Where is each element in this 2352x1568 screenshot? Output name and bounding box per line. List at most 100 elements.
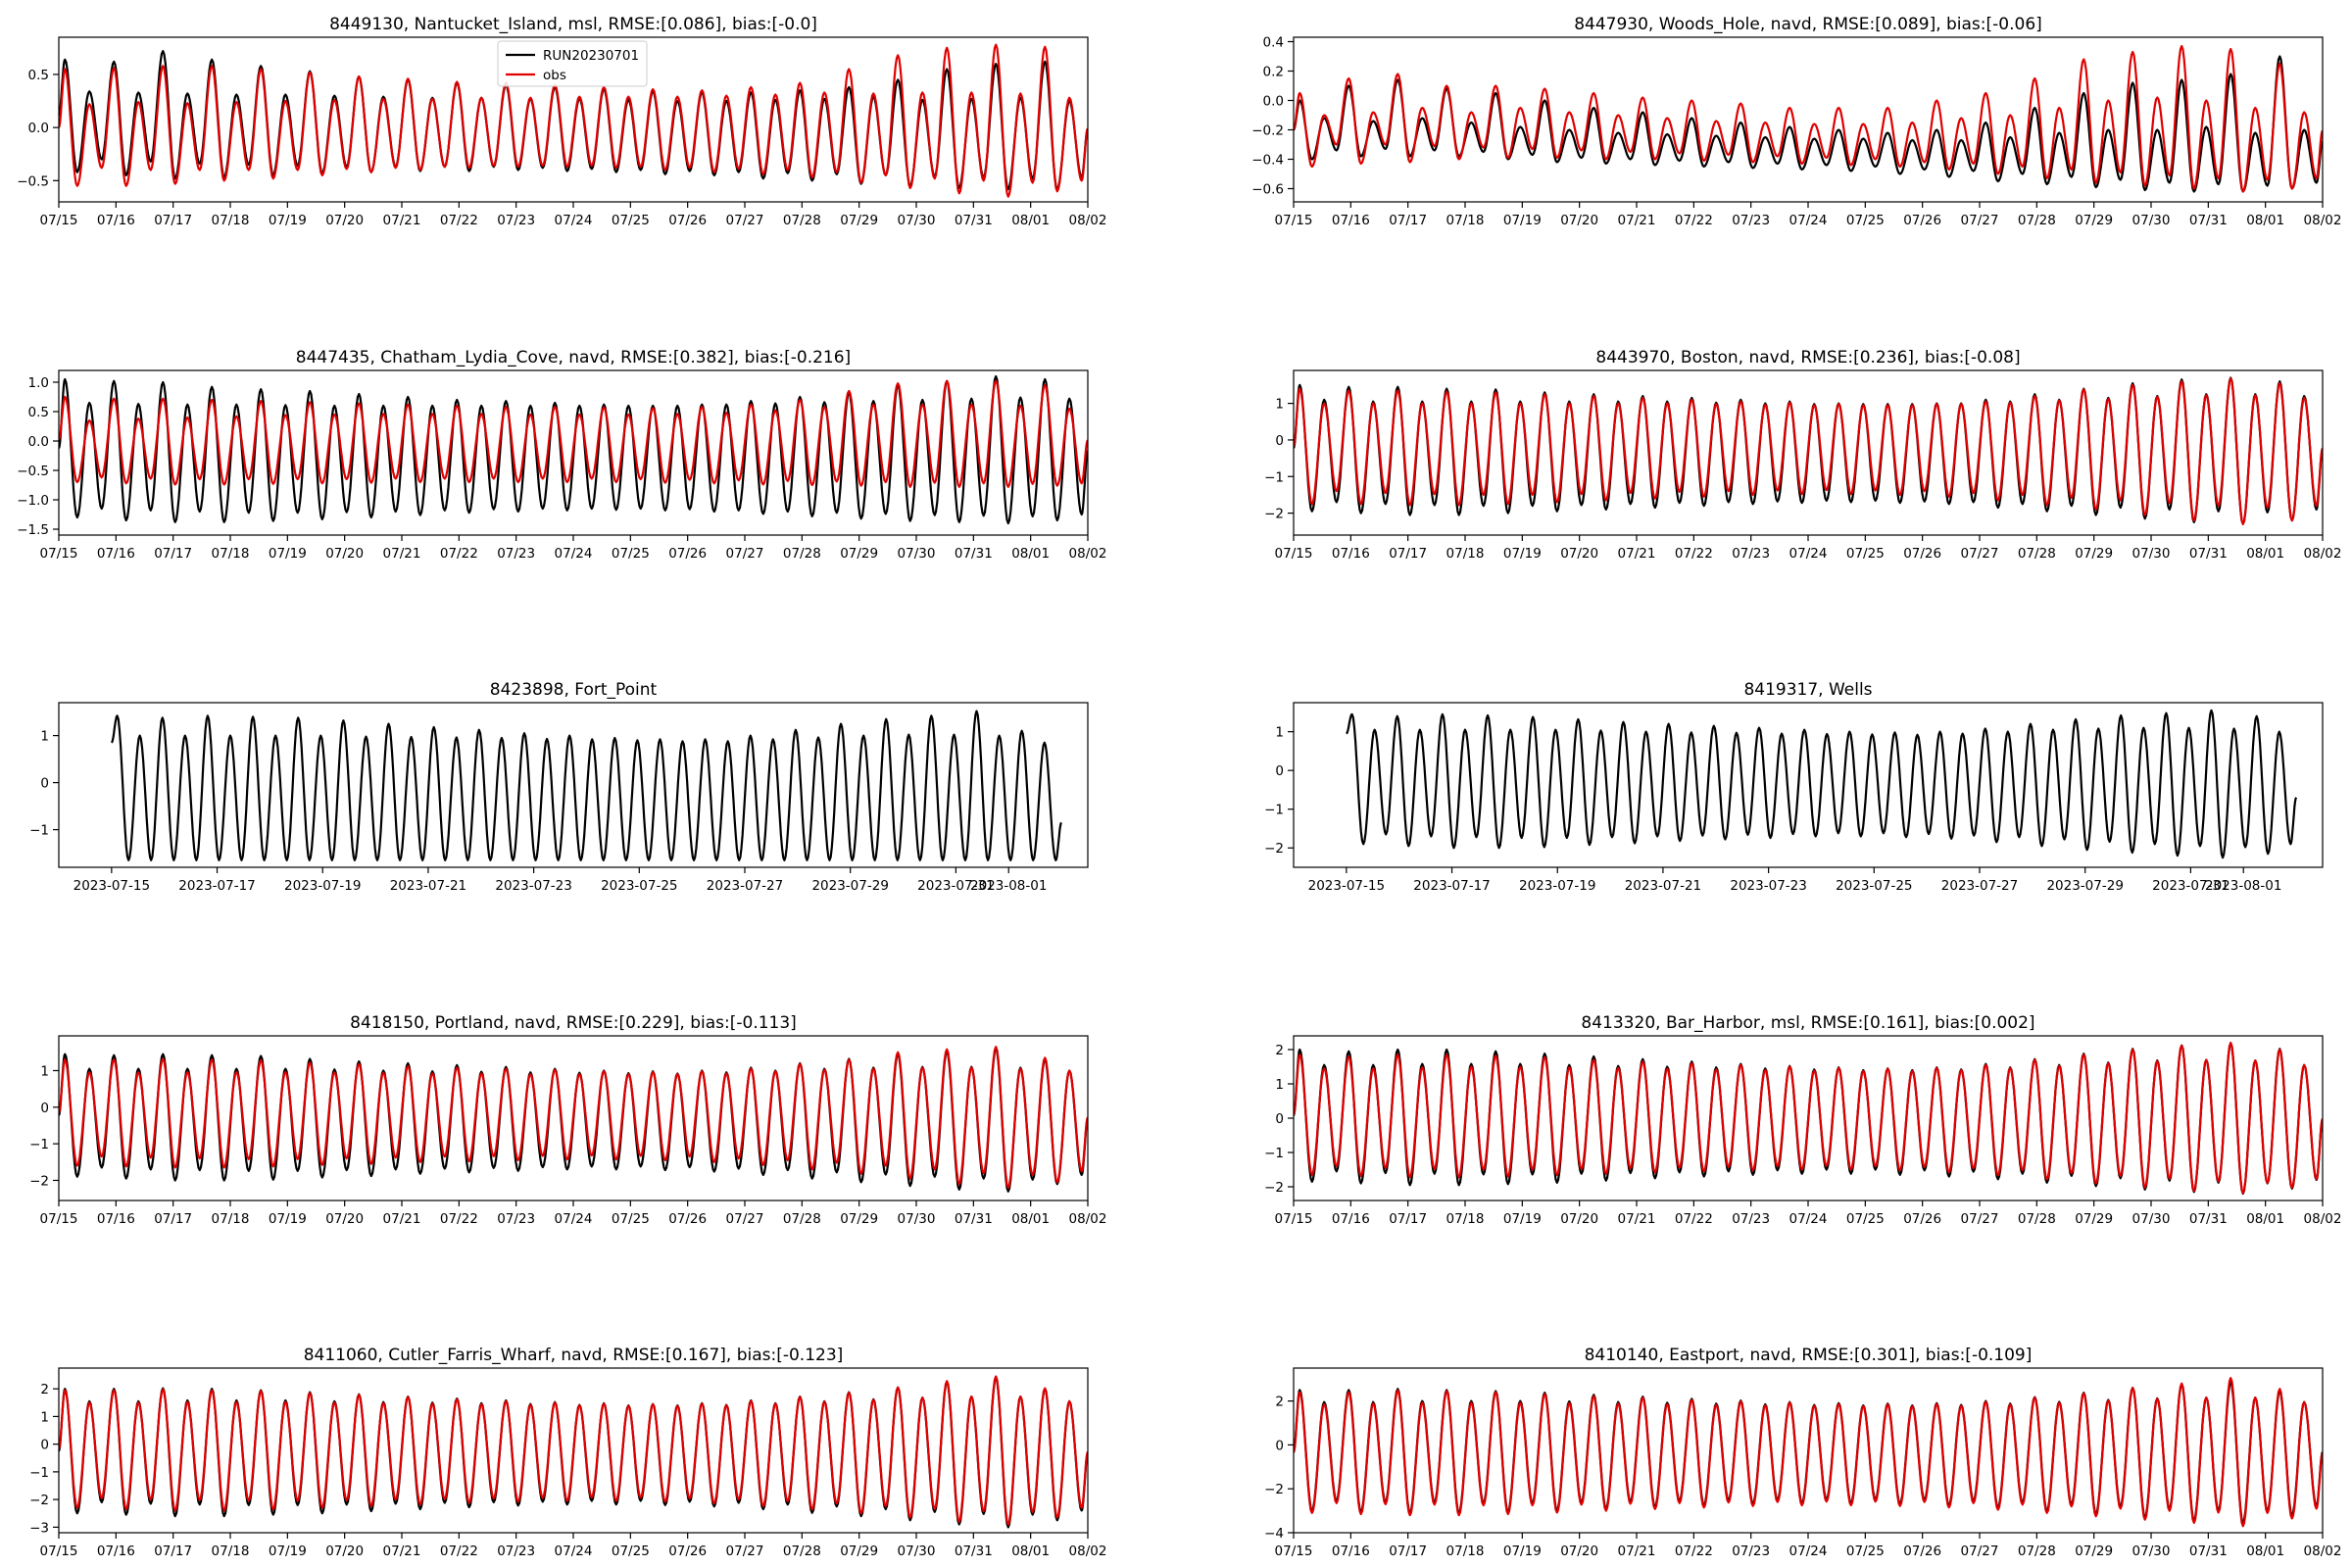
x-tick-label: 07/20 — [1560, 213, 1598, 228]
x-tick-label: 2023-07-15 — [1308, 878, 1385, 894]
x-tick-label: 07/27 — [1961, 1544, 1999, 1559]
x-tick-label: 07/20 — [325, 546, 364, 562]
x-tick-label: 08/01 — [1011, 546, 1050, 562]
y-tick-label: 2 — [1275, 1395, 1284, 1410]
y-tick-label: −1 — [29, 1137, 49, 1152]
y-tick-label: 0 — [40, 1438, 49, 1453]
x-tick-label: 07/26 — [1903, 546, 1941, 562]
x-tick-label: 07/25 — [612, 546, 650, 562]
x-tick-label: 2023-07-27 — [707, 878, 783, 894]
x-tick-label: 07/28 — [783, 213, 821, 228]
x-tick-label: 07/15 — [40, 546, 78, 562]
y-tick-label: 2 — [1275, 1043, 1284, 1058]
y-tick-label: −2 — [1264, 1180, 1284, 1196]
x-tick-label: 07/19 — [1503, 213, 1542, 228]
chart-title: 8419317, Wells — [1743, 680, 1872, 700]
x-tick-label: 2023-07-25 — [1836, 878, 1912, 894]
x-tick-label: 08/02 — [2304, 1211, 2342, 1227]
x-tick-label: 07/23 — [497, 213, 535, 228]
x-tick-label: 2023-07-17 — [178, 878, 255, 894]
x-tick-label: 07/26 — [668, 1544, 707, 1559]
y-tick-label: −1 — [29, 1465, 49, 1481]
series-line-obs — [59, 1375, 1088, 1526]
x-tick-label: 07/24 — [555, 546, 593, 562]
x-tick-label: 07/21 — [383, 546, 421, 562]
x-tick-label: 07/15 — [1275, 1211, 1313, 1227]
x-tick-label: 07/28 — [2018, 213, 2056, 228]
y-tick-label: −2 — [1264, 507, 1284, 522]
x-tick-label: 07/23 — [497, 1211, 535, 1227]
x-tick-label: 08/02 — [2304, 1544, 2342, 1559]
plot-frame — [1293, 702, 2324, 868]
x-tick-label: 07/27 — [726, 1544, 764, 1559]
x-tick-label: 07/23 — [497, 1544, 535, 1559]
series-line-obs — [59, 379, 1088, 488]
x-tick-label: 07/23 — [1732, 213, 1770, 228]
x-tick-label: 2023-08-01 — [2205, 878, 2281, 894]
x-tick-label: 07/28 — [2018, 1544, 2056, 1559]
x-tick-label: 07/22 — [1675, 213, 1713, 228]
x-tick-label: 07/22 — [440, 1544, 478, 1559]
chart-panel: 8447435, Chatham_Lydia_Cove, navd, RMSE:… — [17, 348, 1106, 562]
x-tick-label: 07/17 — [1389, 546, 1427, 562]
x-tick-label: 07/29 — [840, 546, 878, 562]
x-tick-label: 07/29 — [840, 1544, 878, 1559]
x-tick-label: 07/31 — [2189, 546, 2228, 562]
x-tick-label: 07/30 — [2132, 1211, 2171, 1227]
x-tick-label: 07/28 — [2018, 546, 2056, 562]
x-tick-label: 07/18 — [1446, 1544, 1485, 1559]
y-tick-label: −2 — [29, 1493, 49, 1508]
series-line-obs — [59, 1046, 1088, 1189]
x-tick-label: 07/26 — [668, 546, 707, 562]
x-tick-label: 07/31 — [955, 546, 993, 562]
y-tick-label: 0.2 — [1263, 65, 1284, 80]
x-tick-label: 07/16 — [97, 546, 135, 562]
x-tick-label: 07/27 — [1961, 546, 1999, 562]
x-tick-label: 07/18 — [212, 213, 250, 228]
y-tick-label: 0 — [1275, 433, 1284, 449]
series-line-obs — [1294, 1377, 2323, 1528]
y-tick-label: 1 — [1275, 725, 1284, 741]
y-tick-label: −1 — [1264, 803, 1284, 818]
x-tick-label: 07/27 — [1961, 1211, 1999, 1227]
x-tick-label: 07/19 — [1503, 546, 1542, 562]
x-tick-label: 07/20 — [325, 1544, 364, 1559]
x-tick-label: 08/02 — [1069, 546, 1107, 562]
plot-frame — [58, 702, 1089, 868]
x-tick-label: 07/20 — [1560, 546, 1598, 562]
x-tick-label: 07/17 — [1389, 1544, 1427, 1559]
x-tick-label: 08/02 — [1069, 1544, 1107, 1559]
chart-panel: 8419317, Wells −2 −1 0 1 2023-07-15 2023-07-17… — [1264, 680, 2324, 894]
y-tick-label: −1.0 — [17, 493, 49, 509]
x-tick-label: 08/02 — [1069, 213, 1107, 228]
x-tick-label: 07/28 — [783, 1211, 821, 1227]
x-tick-label: 08/02 — [1069, 1211, 1107, 1227]
chart-title: 8418150, Portland, navd, RMSE:[0.229], b… — [350, 1013, 797, 1033]
series-line-model — [1346, 709, 2298, 859]
x-tick-label: 2023-07-29 — [2046, 878, 2123, 894]
x-tick-label: 08/01 — [1011, 1544, 1050, 1559]
x-tick-label: 2023-07-19 — [284, 878, 361, 894]
x-tick-label: 07/15 — [40, 1211, 78, 1227]
series-line-obs — [59, 43, 1088, 198]
x-tick-label: 07/26 — [1903, 213, 1941, 228]
x-tick-label: 08/01 — [2246, 1211, 2284, 1227]
x-tick-label: 07/16 — [97, 1211, 135, 1227]
x-tick-label: 07/25 — [612, 1211, 650, 1227]
x-tick-label: 2023-07-21 — [1625, 878, 1701, 894]
x-tick-label: 08/01 — [1011, 1211, 1050, 1227]
y-tick-label: −0.6 — [1251, 182, 1284, 198]
x-tick-label: 07/16 — [1332, 1211, 1370, 1227]
x-tick-label: 07/31 — [2189, 213, 2228, 228]
x-tick-label: 07/28 — [783, 1544, 821, 1559]
x-tick-label: 2023-07-25 — [601, 878, 677, 894]
chart-title: 8413320, Bar_Harbor, msl, RMSE:[0.161], … — [1581, 1013, 2034, 1033]
y-tick-label: 0.0 — [28, 434, 49, 450]
x-tick-label: 07/18 — [1446, 213, 1485, 228]
y-tick-label: 0 — [40, 1101, 49, 1116]
y-tick-label: 0.4 — [1263, 35, 1284, 51]
x-tick-label: 07/19 — [269, 1211, 307, 1227]
x-tick-label: 07/17 — [154, 1544, 192, 1559]
